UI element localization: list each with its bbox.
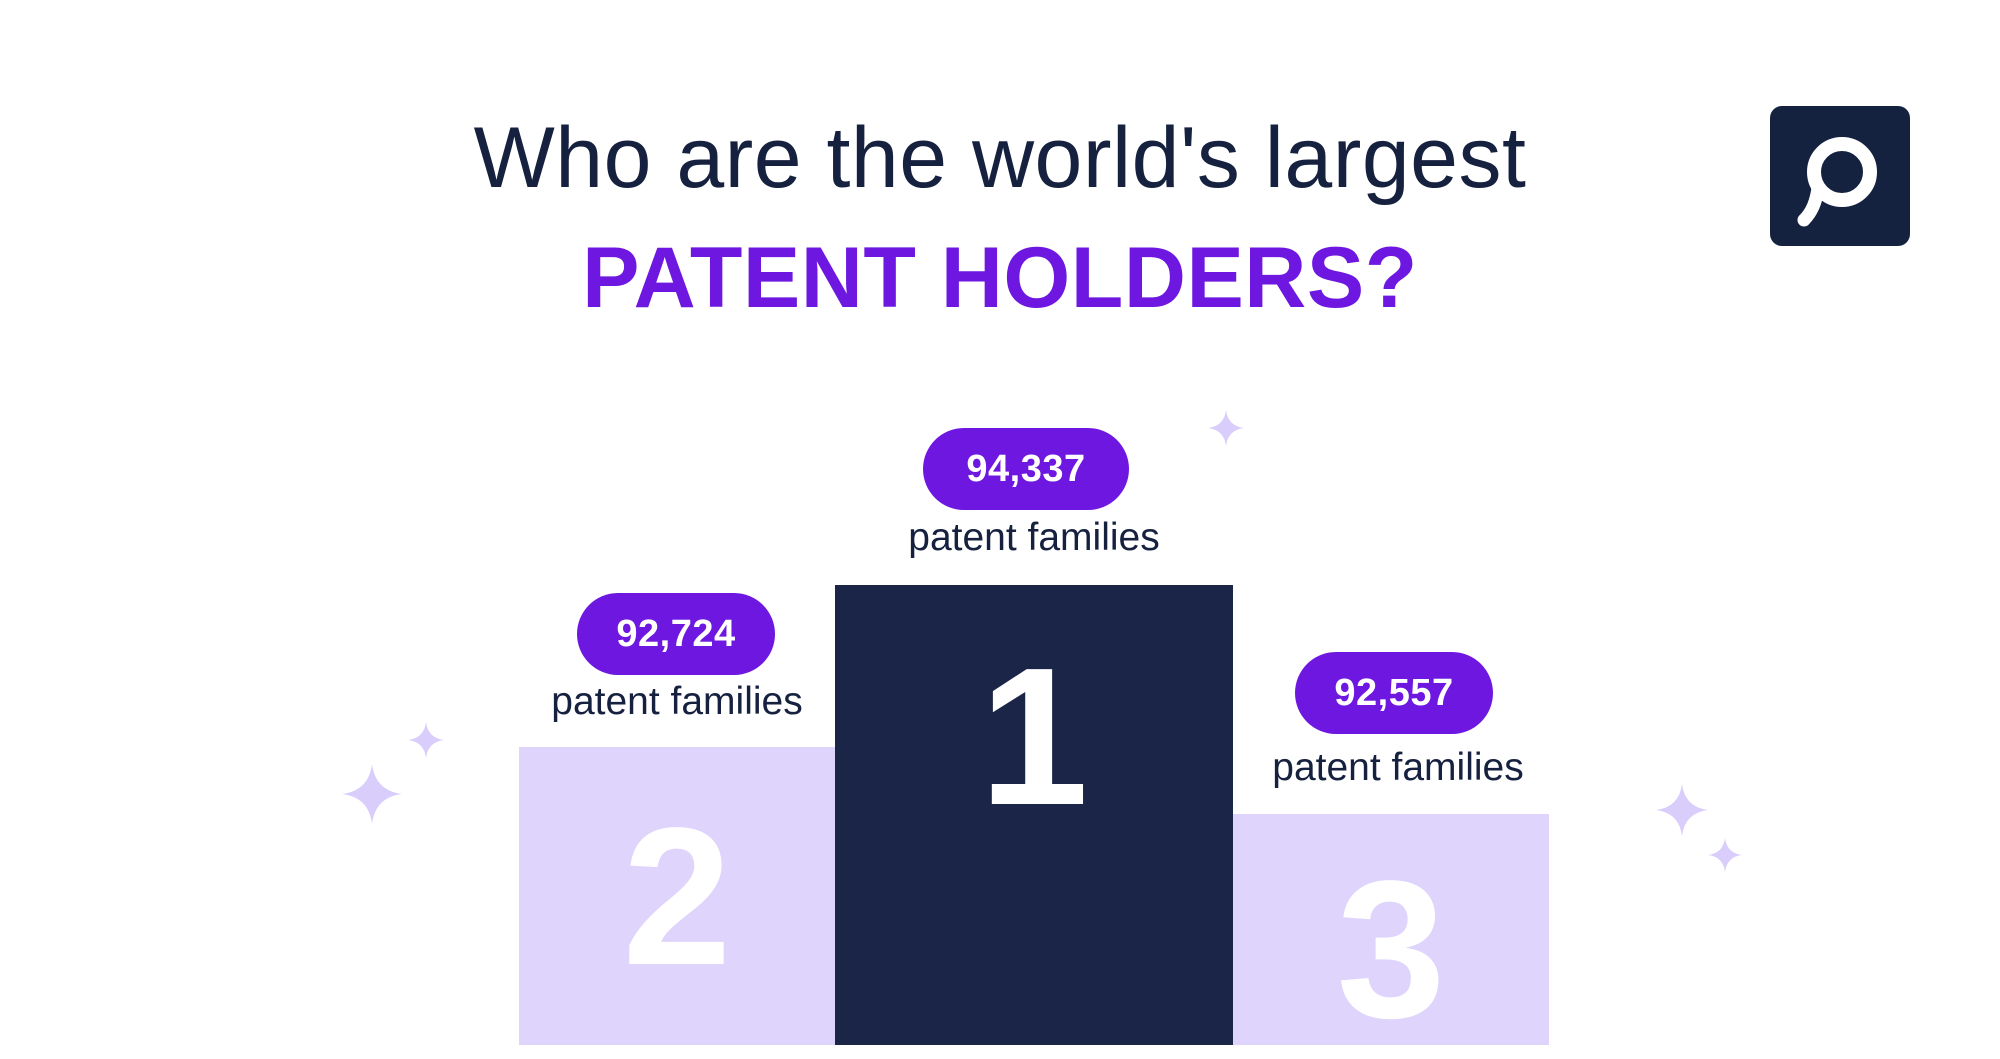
headline-line-1: Who are the world's largest [473,110,1527,206]
sparkle-icon [342,764,402,824]
podium-block-second: 2 [519,747,835,1045]
headline-line-2: PATENT HOLDERS? [582,230,1418,326]
sparkle-icon [1708,838,1742,872]
caption-second: patent families [551,680,803,723]
p-logo-icon [1797,137,1877,227]
brand-logo [1770,106,1910,246]
rank-number-first: 1 [979,627,1089,846]
caption-third: patent families [1272,746,1524,789]
sparkle-icon [1656,784,1708,836]
rank-number-second: 2 [622,787,732,1006]
value-badge-first: 94,337 [923,428,1129,510]
rank-number-third: 3 [1336,840,1446,1059]
sparkle-icon [1208,410,1244,446]
sparkle-icon [408,722,444,758]
value-badge-second: 92,724 [577,593,775,675]
podium-block-first: 1 [835,585,1233,1045]
caption-first: patent families [908,516,1160,559]
value-badge-third: 92,557 [1295,652,1493,734]
podium-block-third: 3 [1233,814,1549,1050]
